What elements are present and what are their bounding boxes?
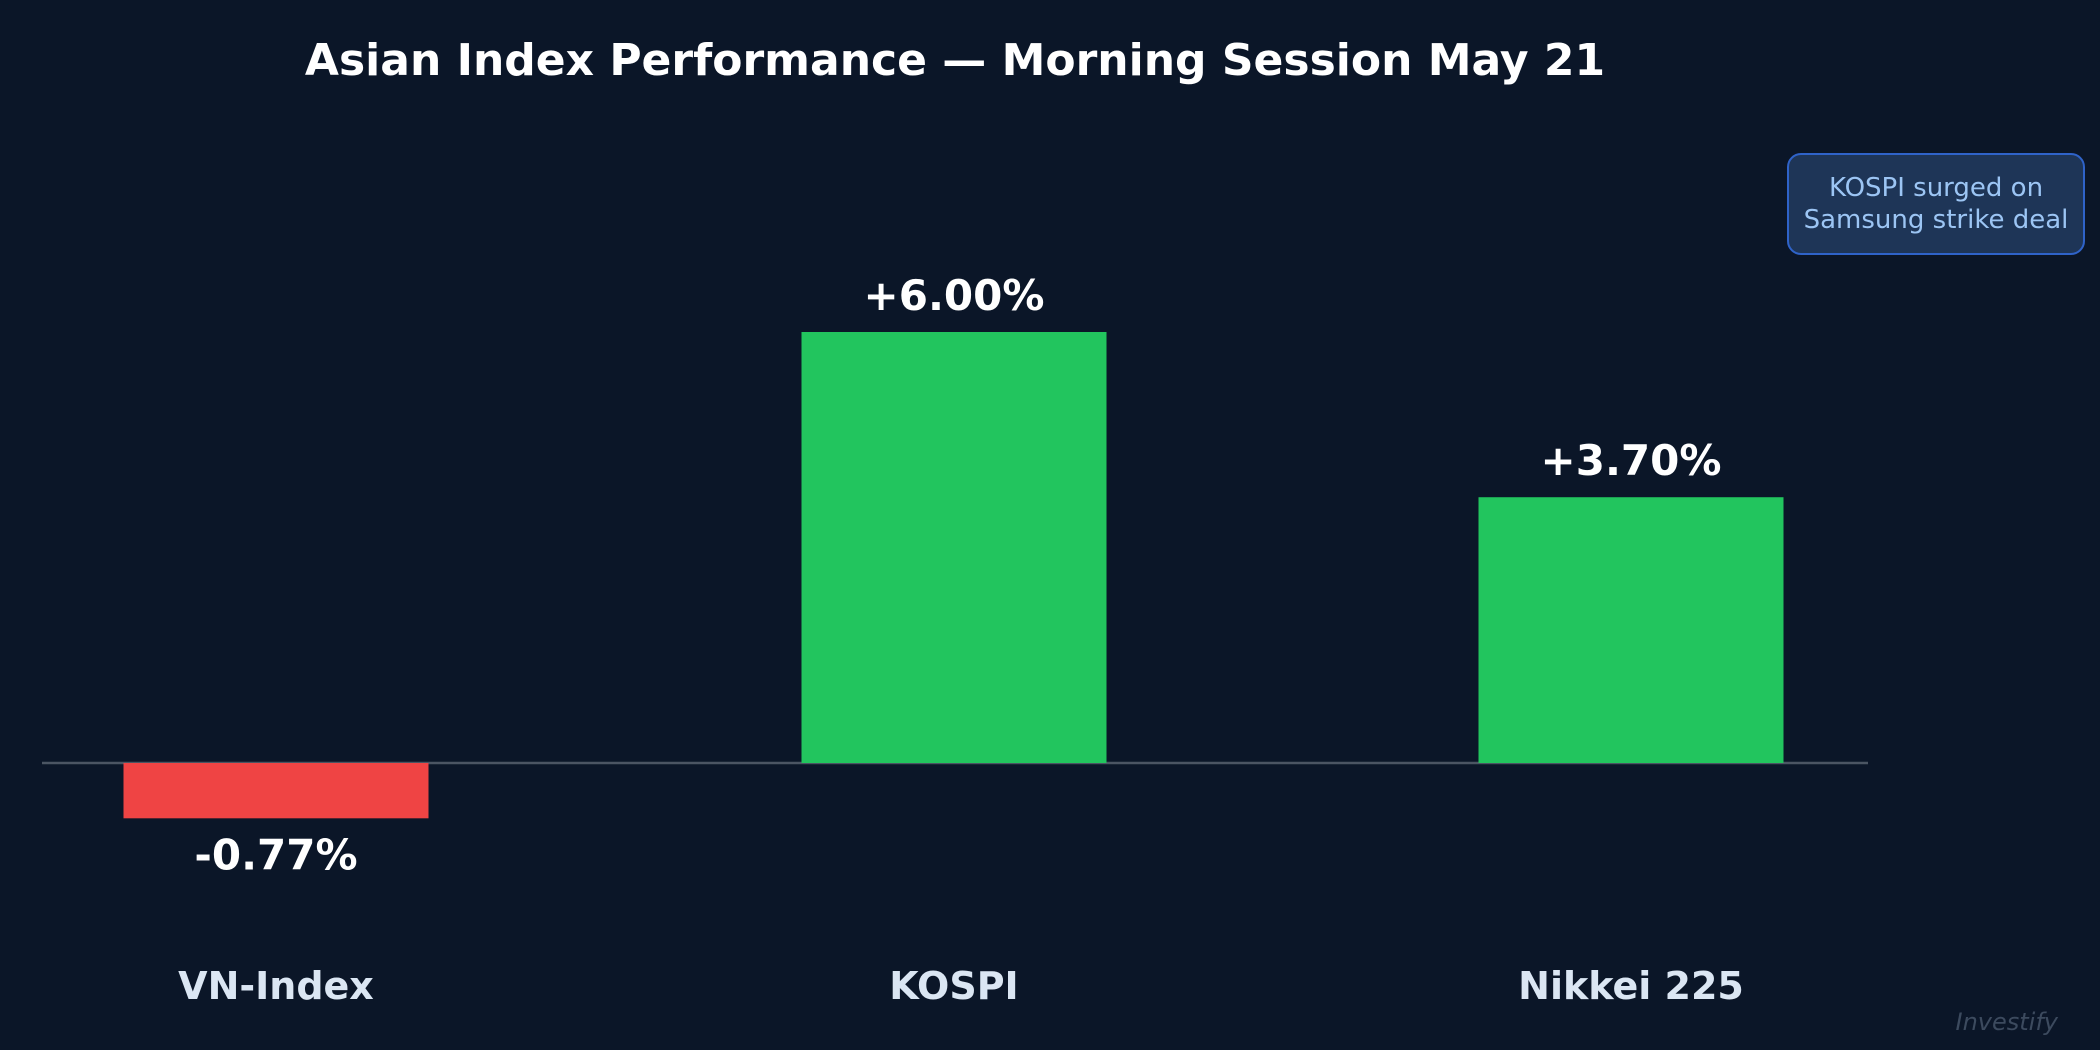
chart-title: Asian Index Performance — Morning Sessio… <box>305 35 1605 86</box>
value-label: +6.00% <box>864 271 1045 320</box>
value-label: +3.70% <box>1541 436 1722 485</box>
annotation-box: KOSPI surged on Samsung strike deal <box>1787 153 2085 255</box>
watermark: Investify <box>1955 1008 2059 1036</box>
category-label: KOSPI <box>889 964 1018 1008</box>
annotation-line-1: KOSPI surged on <box>1828 173 2044 203</box>
value-label: -0.77% <box>194 830 357 879</box>
bars-layer: -0.77% VN-Index +6.00% KOSPI +3.70% Nikkei 22… <box>123 271 1784 1008</box>
bar-kospi <box>801 332 1107 763</box>
bar-vn-index <box>123 763 429 819</box>
category-label: VN-Index <box>178 964 374 1008</box>
bar-nikkei-225 <box>1478 497 1784 763</box>
category-label: Nikkei 225 <box>1518 964 1744 1008</box>
annotation-line-2: Samsung strike deal <box>1803 205 2069 235</box>
